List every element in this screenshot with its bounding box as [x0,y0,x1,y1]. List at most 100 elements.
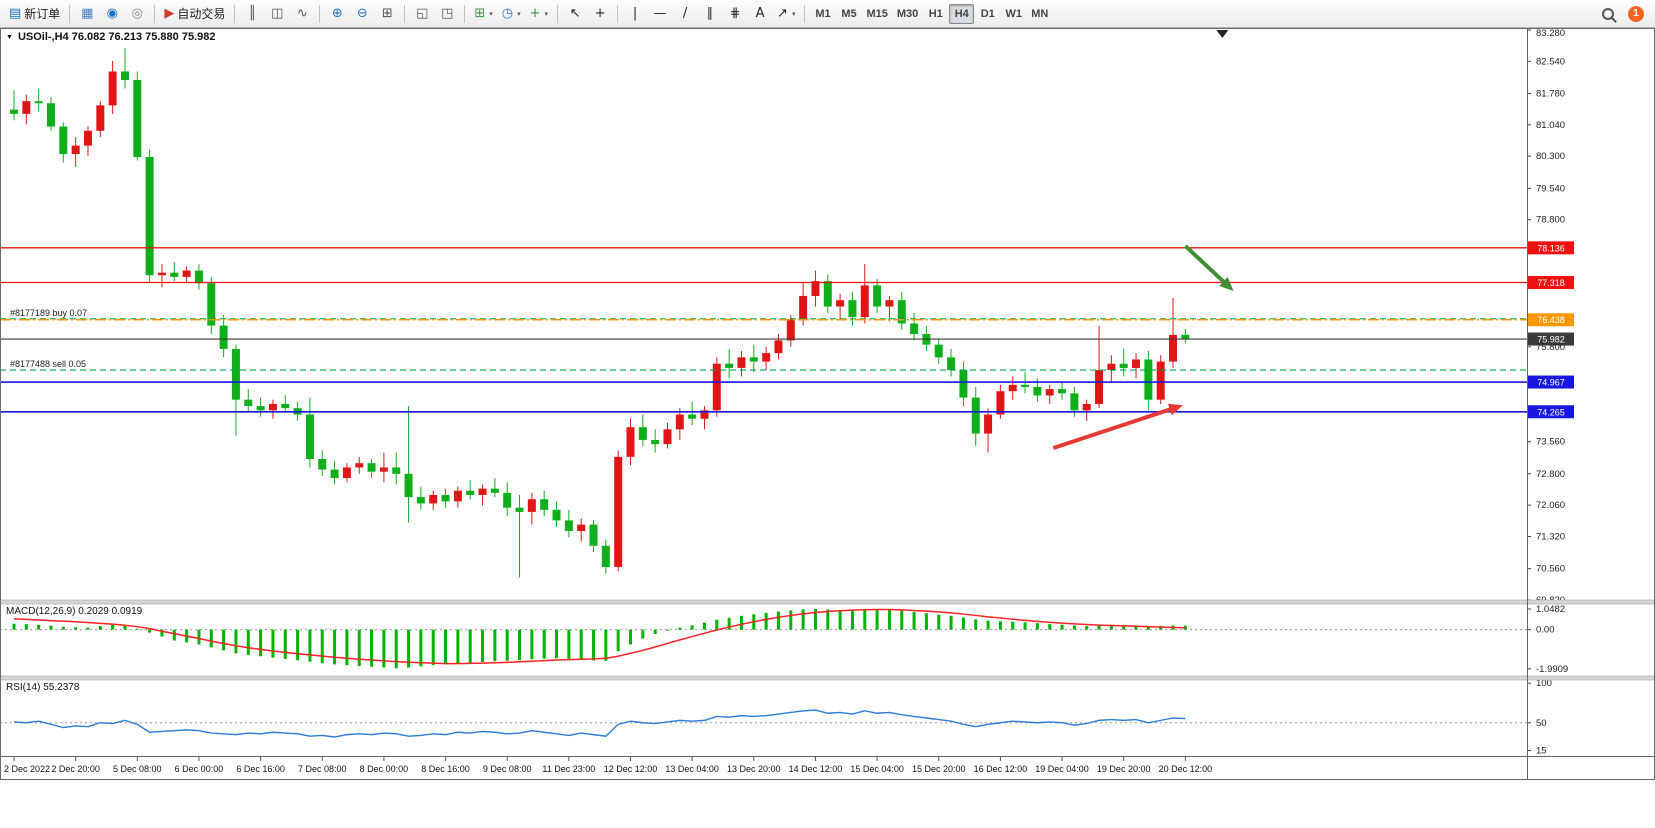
vertical-line-button[interactable]: | [623,3,647,25]
text-button[interactable]: A [748,3,772,25]
toolbar-separator [464,4,466,23]
indicators-button[interactable]: + ▾ [526,3,552,25]
candle-body [120,71,129,80]
chart-shift-marker[interactable] [1216,30,1229,38]
candle-body [1169,334,1178,362]
candle-body [1132,359,1141,368]
candle-body [552,509,561,521]
order-label[interactable]: #8177488 sell 0.05 [10,359,86,369]
chart-title: ▼ USOil-,H4 76.082 76.213 75.880 75.982 [6,31,215,43]
auto-trading-button[interactable]: ▶ 自动交易 [160,3,229,25]
time-tick-label: 14 Dec 12:00 [789,764,843,774]
candle-body [244,399,253,407]
new-order-button[interactable]: ▤ 新订单 [5,3,64,25]
macd-tick-label: -1.9909 [1536,664,1568,675]
price-badge [1528,332,1574,346]
timeframe-h1[interactable]: H1 [928,7,943,20]
bar-chart-button[interactable]: ║ [240,3,264,25]
macd-tick-label: 0.00 [1536,625,1555,636]
candle-body [342,467,351,479]
new-chart-button[interactable]: ⊞ ▾ [470,3,496,25]
red-arrow-head [1167,403,1183,416]
candle-body [527,499,536,512]
timeframe-m5[interactable]: M5 [841,7,857,20]
period-button[interactable]: ◷ ▾ [498,3,525,25]
trendline-button[interactable]: / [673,3,697,25]
time-tick-label: 15 Dec 20:00 [912,764,966,774]
profile-button[interactable]: ◉ [100,3,124,25]
candle-body [515,507,524,512]
chart-canvas: #8177189 buy 0.07 #8177488 sell 0.05 78.13… [0,28,1655,780]
price-tick-label: 81.780 [1536,89,1565,100]
candle-body [83,130,92,146]
time-scale[interactable] [0,757,1655,780]
time-tick-label: 20 Dec 12:00 [1159,764,1213,774]
horizontal-line-button[interactable]: — [648,3,672,25]
price-badge [1528,405,1574,419]
community-button[interactable]: ◎ [125,3,149,25]
arrows-button[interactable]: ↗ ▾ [773,3,799,25]
collapse-triangle-icon[interactable]: ▼ [6,33,13,41]
line-chart-button[interactable]: ∿ [290,3,314,25]
candle-body [466,490,475,495]
candle-body [786,319,795,341]
indicators-icon: + [529,6,541,21]
chart-window-button[interactable]: ▦ [75,3,99,25]
toolbar-separator [804,4,806,23]
cascade-windows-button[interactable]: ◳ [435,3,459,25]
timeframe-m30[interactable]: M30 [896,7,919,20]
time-tick-label: 19 Dec 04:00 [1035,764,1089,774]
equidistant-channel-button[interactable]: ∥ [698,3,722,25]
timeframe-w1[interactable]: W1 [1005,7,1023,20]
fibonacci-button[interactable]: ⋕ [723,3,747,25]
price-badge [1528,275,1574,289]
green-arrow[interactable] [1183,244,1229,287]
auto-arrange-button[interactable]: ⊞ [375,3,399,25]
timeframe-m15[interactable]: M15 [866,7,888,20]
auto-arrange-icon: ⊞ [381,6,393,21]
rsi-pane[interactable] [0,678,1527,758]
chevron-down-icon: ▾ [489,10,493,18]
profile-icon: ◉ [106,6,118,21]
search-button[interactable] [1596,3,1620,25]
rsi-tick-label: 100 [1536,678,1552,689]
notifications-badge[interactable]: 1 [1628,5,1644,22]
timeframe-h4[interactable]: H4 [949,3,975,24]
candle-body [207,283,216,326]
candle-body [108,71,117,106]
zoom-out-button[interactable]: ⊖ [350,3,374,25]
tile-windows-button[interactable]: ◱ [410,3,434,25]
red-arrow[interactable] [1052,405,1176,450]
time-tick-label: 13 Dec 04:00 [665,764,719,774]
price-tick-label: 70.560 [1536,564,1565,575]
candle-body [860,285,869,318]
crosshair-button[interactable]: + [588,3,612,25]
candle-body [614,456,623,567]
candle-body [1144,359,1153,400]
candle-body [441,494,450,502]
time-tick-label: 12 Dec 12:00 [604,764,658,774]
timeframe-m1[interactable]: M1 [815,7,831,20]
candle-body [688,414,697,419]
timeframe-mn[interactable]: MN [1031,7,1049,20]
candle-body [910,323,919,335]
splitter-handle[interactable] [0,599,1655,605]
splitter-handle[interactable] [0,675,1655,681]
price-tick-label: 79.540 [1536,183,1565,194]
zoom-in-button[interactable]: ⊕ [325,3,349,25]
candle-body [1045,389,1054,396]
candle-body [897,300,906,324]
fibonacci-icon: ⋕ [729,6,741,21]
timeframe-d1[interactable]: D1 [980,7,995,20]
time-tick-label: 8 Dec 00:00 [360,764,409,774]
toolbar-right-group: 1 [1596,3,1650,25]
cursor-button[interactable]: ↖ [563,3,587,25]
main-chart-pane[interactable] [0,28,1527,602]
candle-body [1156,361,1165,400]
order-label[interactable]: #8177189 buy 0.07 [10,308,87,318]
candle-body [10,109,18,114]
candlestick-chart-button[interactable]: ◫ [265,3,289,25]
price-scale[interactable] [1527,28,1655,780]
price-tick-label: 82.540 [1536,56,1565,67]
macd-pane[interactable] [0,602,1527,678]
